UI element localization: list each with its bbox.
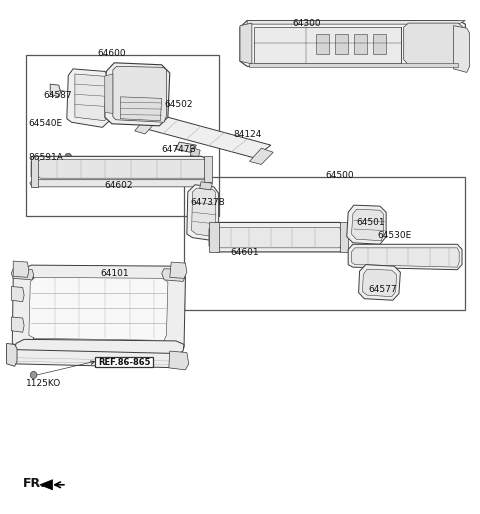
Polygon shape [347,205,386,244]
Polygon shape [67,69,111,127]
Circle shape [84,91,96,103]
Circle shape [203,183,209,189]
Polygon shape [12,269,34,280]
Polygon shape [250,63,458,67]
Polygon shape [36,159,206,178]
Polygon shape [12,272,34,351]
Text: FR.: FR. [23,477,46,490]
Text: 64530E: 64530E [378,231,412,240]
Polygon shape [169,351,189,370]
Circle shape [30,372,37,378]
Circle shape [424,31,447,57]
Bar [25,54,219,216]
Text: 64101: 64101 [100,269,129,278]
Polygon shape [140,114,271,158]
Polygon shape [316,34,329,53]
Polygon shape [113,66,167,122]
Polygon shape [162,269,185,281]
Polygon shape [22,265,182,281]
Polygon shape [29,278,168,340]
Text: 64502: 64502 [164,100,192,109]
Polygon shape [247,21,466,24]
Polygon shape [50,84,60,97]
Text: 1125KO: 1125KO [25,379,61,388]
Circle shape [125,70,154,100]
Circle shape [184,144,189,150]
Text: 64737B: 64737B [190,197,225,207]
Text: 64540E: 64540E [29,119,63,128]
Polygon shape [187,185,219,241]
Polygon shape [362,269,396,297]
Text: 84124: 84124 [233,131,261,139]
Polygon shape [12,286,24,302]
Text: 64600: 64600 [97,49,126,58]
Text: 64601: 64601 [230,248,259,258]
Polygon shape [9,350,183,368]
Circle shape [374,278,384,287]
Polygon shape [31,156,209,182]
Polygon shape [40,480,53,490]
Polygon shape [105,63,170,126]
Polygon shape [12,317,24,332]
Circle shape [51,88,56,93]
Polygon shape [351,248,459,267]
Text: 64500: 64500 [325,171,354,180]
Text: REF.86-865: REF.86-865 [98,358,151,367]
Polygon shape [209,223,219,252]
Polygon shape [163,272,185,353]
Polygon shape [351,209,384,241]
Polygon shape [75,74,107,121]
Text: 64501: 64501 [356,218,385,227]
Polygon shape [240,23,252,64]
Polygon shape [31,156,38,187]
Text: 86591A: 86591A [29,153,64,162]
Polygon shape [359,265,400,300]
Polygon shape [454,26,469,72]
Circle shape [369,272,388,292]
Polygon shape [250,148,273,164]
Polygon shape [192,188,216,236]
Polygon shape [135,117,157,134]
Polygon shape [335,34,348,53]
Polygon shape [373,34,386,53]
Circle shape [279,30,305,59]
Polygon shape [105,74,113,114]
Polygon shape [340,223,348,252]
Text: 64587: 64587 [43,91,72,100]
Text: 64300: 64300 [292,19,321,28]
Polygon shape [14,339,184,356]
Polygon shape [7,343,17,366]
Circle shape [131,76,148,94]
Polygon shape [143,115,154,125]
Polygon shape [120,97,162,121]
Polygon shape [240,21,466,66]
Polygon shape [404,23,463,65]
Circle shape [65,153,72,160]
Polygon shape [176,142,196,153]
Polygon shape [354,34,367,53]
Bar [96,357,153,368]
Text: 64577: 64577 [368,285,397,294]
Polygon shape [209,223,347,252]
Text: 64747B: 64747B [162,145,196,154]
Polygon shape [214,228,342,248]
Polygon shape [190,148,200,158]
Polygon shape [170,262,187,279]
Polygon shape [13,261,29,278]
Polygon shape [30,180,210,187]
Circle shape [285,37,300,52]
Polygon shape [200,182,213,190]
Polygon shape [204,156,212,182]
Polygon shape [254,27,401,63]
Bar [184,177,466,310]
Polygon shape [348,244,462,270]
Text: 64602: 64602 [105,181,133,190]
